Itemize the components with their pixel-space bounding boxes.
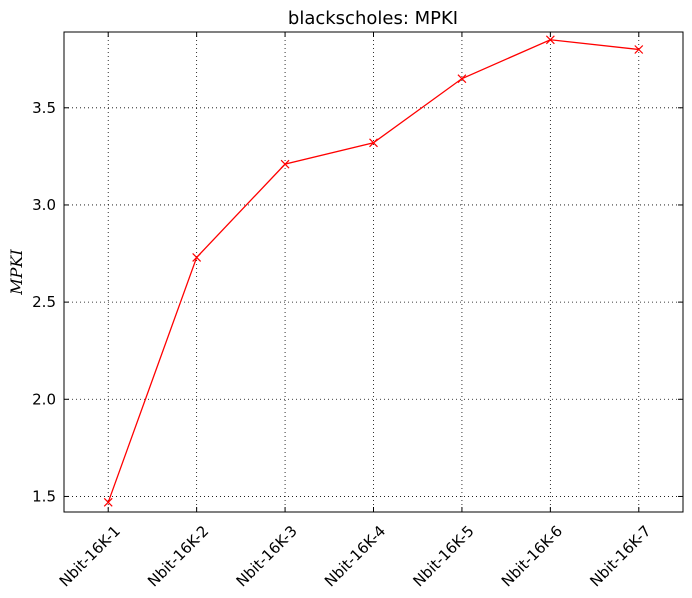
data-point-marker [369,138,378,148]
y-tick-label: 1.5 [32,487,56,505]
y-axis-label: MPKI [7,249,26,296]
y-tick-label: 3.5 [32,99,56,117]
chart-title: blackscholes: MPKI [288,8,458,29]
data-point-marker [103,497,113,507]
data-point-marker [280,159,290,169]
y-tick-label: 2.5 [32,293,56,311]
series-group [103,35,644,507]
y-tick-label: 3.0 [32,196,56,214]
data-point-marker [634,45,644,54]
data-point-marker [457,74,467,84]
data-point-marker [192,253,202,262]
grid-lines [64,32,683,512]
data-point-marker [545,35,555,45]
y-tick-label: 2.0 [32,390,56,408]
